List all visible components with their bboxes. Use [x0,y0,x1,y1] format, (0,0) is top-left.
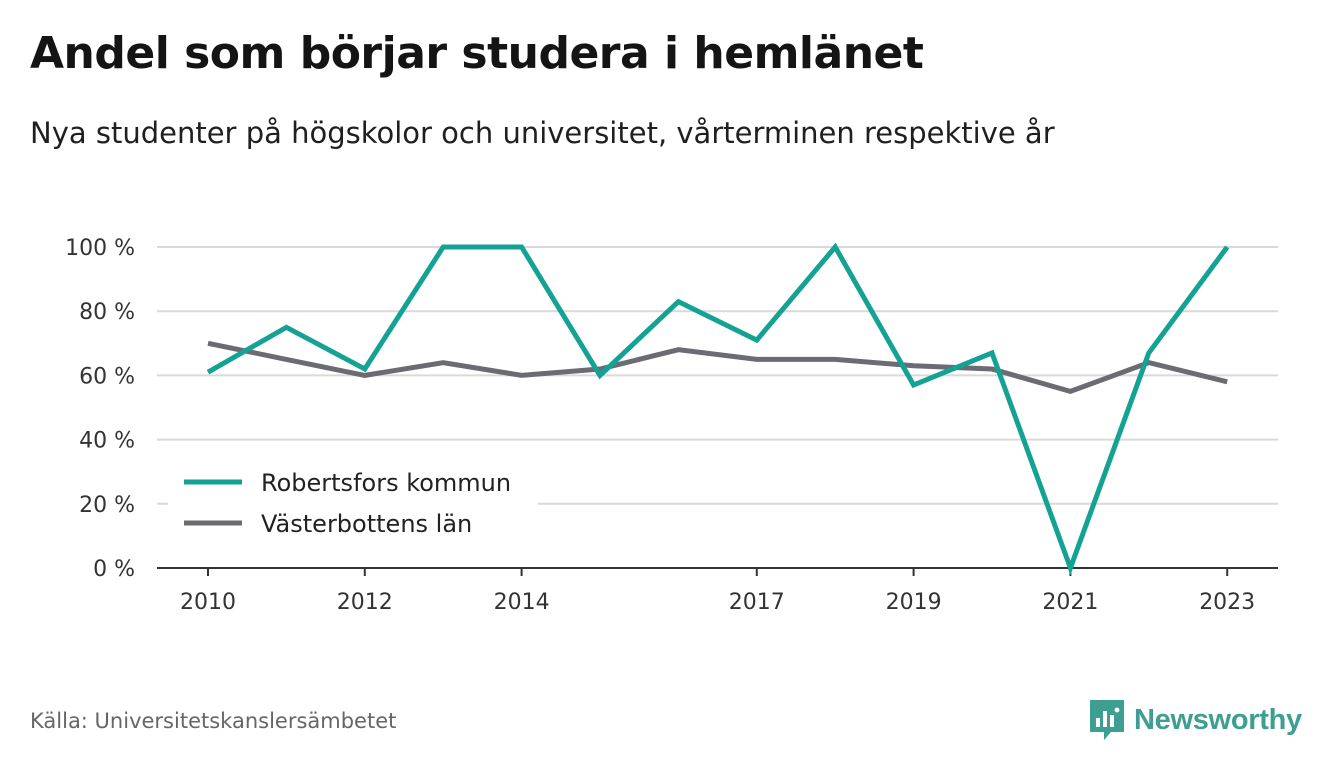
brand-name: Newsworthy [1134,703,1302,736]
x-tick-label: 2012 [337,590,393,615]
y-tick-label: 20 % [79,493,135,518]
series-line-0 [206,242,1230,576]
y-axis-labels: 0 % 20 % 40 % 60 % 80 % 100 % [65,236,135,582]
legend-label: Västerbottens län [261,510,472,538]
y-tick-label: 40 % [79,429,135,454]
brand-logo[interactable]: Newsworthy [1088,697,1302,743]
x-tick-label: 2021 [1042,590,1098,615]
legend: Robertsfors kommun Västerbottens län [168,460,538,546]
y-tick-label: 0 % [93,557,135,582]
source-note: Källa: Universitetskanslersämbetet [30,709,397,733]
x-tick-label: 2019 [886,590,942,615]
x-tick-label: 2010 [180,590,236,615]
y-tick-label: 100 % [65,236,135,261]
x-tick-label: 2014 [494,590,550,615]
y-tick-label: 60 % [79,364,135,389]
legend-background [168,460,538,546]
y-tick-label: 80 % [79,300,135,325]
series-lines [206,242,1230,576]
x-axis: 2010 2012 2014 2017 2019 2021 2023 [157,567,1278,615]
bar-chart-bubble-icon [1090,700,1124,740]
chart-subtitle: Nya studenter på högskolor och universit… [30,116,1055,150]
legend-label: Robertsfors kommun [261,469,511,497]
chart-title: Andel som börjar studera i hemlänet [30,28,924,79]
series-line-1 [207,340,1228,395]
x-tick-label: 2017 [729,590,785,615]
x-tick-label: 2023 [1199,590,1255,615]
